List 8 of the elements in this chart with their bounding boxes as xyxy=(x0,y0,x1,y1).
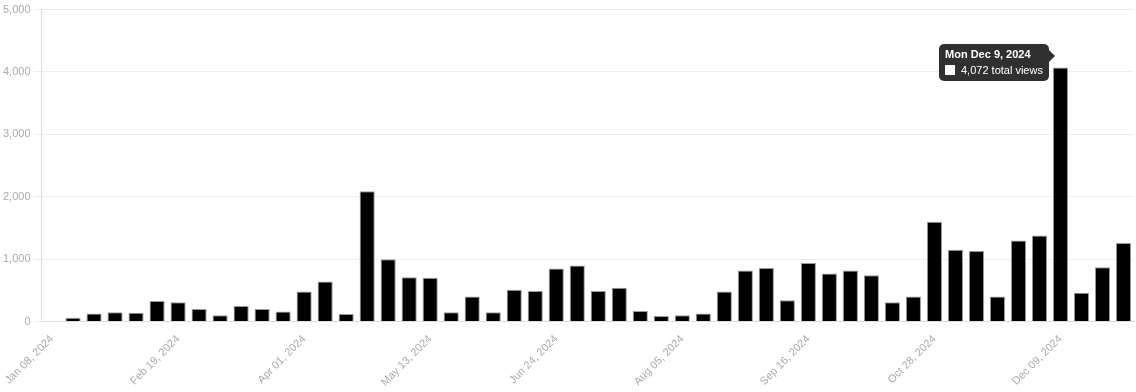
y-tick-label: 5,000 xyxy=(3,2,31,15)
y-tick-label: 4,000 xyxy=(3,65,31,78)
y-tick-label: 1,000 xyxy=(3,252,31,265)
annotation: Mon Dec 9, 2024 xyxy=(945,48,1032,60)
y-tick-label: 0 xyxy=(24,314,31,327)
annotation: 4,072 total views xyxy=(961,64,1043,76)
y-tick-label: 3,000 xyxy=(3,127,31,140)
y-tick-label: 2,000 xyxy=(3,189,31,202)
